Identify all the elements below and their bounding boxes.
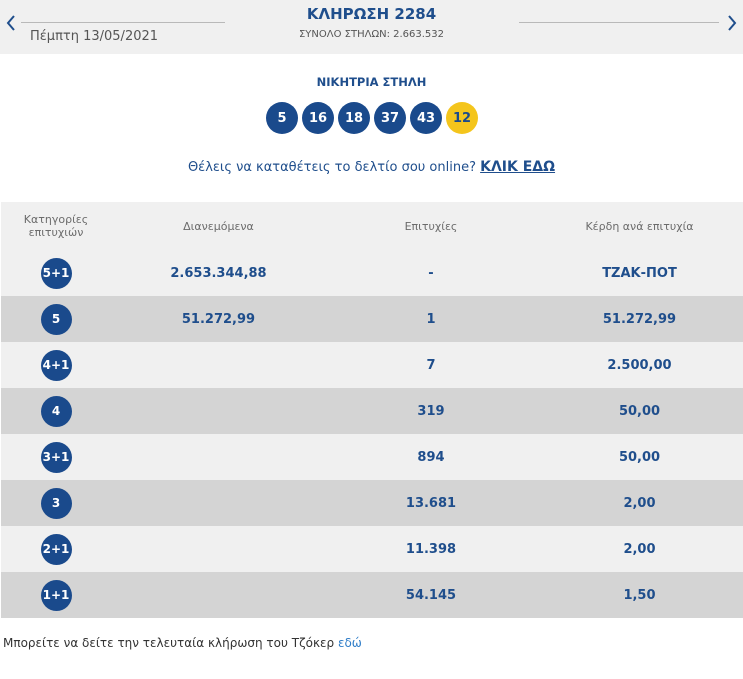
draw-date: Πέμπτη 13/05/2021 (30, 29, 159, 44)
category-cell: 1+1 (1, 572, 111, 618)
prize-cell: 1,50 (536, 572, 743, 618)
table-row: 3+1 894 50,00 (1, 434, 743, 480)
winners-cell: 7 (326, 342, 536, 388)
distributed-cell (111, 434, 326, 480)
column-header-distributed: Διανεμόμενα (111, 202, 326, 250)
winners-cell: - (326, 250, 536, 296)
table-row: 4 319 50,00 (1, 388, 743, 434)
header-categories-line2: επιτυχιών (28, 226, 84, 239)
last-joker-draw-link[interactable]: εδώ (337, 636, 362, 650)
category-badge: 5 (40, 303, 72, 335)
table-header-row: Κατηγορίες επιτυχιών Διανεμόμενα Επιτυχί… (1, 202, 743, 250)
draw-header: Πέμπτη 13/05/2021 ΚΛΗΡΩΣΗ 2284 ΣΥΝΟΛΟ ΣΤ… (0, 0, 743, 54)
draw-title: ΚΛΗΡΩΣΗ 2284 (306, 5, 437, 23)
category-badge: 4 (40, 395, 72, 427)
category-cell: 4 (1, 388, 111, 434)
winners-cell: 1 (326, 296, 536, 342)
number-ball: 16 (302, 102, 334, 134)
number-ball: 18 (338, 102, 370, 134)
winners-cell: 54.145 (326, 572, 536, 618)
category-badge: 3+1 (40, 441, 72, 473)
previous-draw-arrow[interactable] (3, 8, 19, 38)
click-here-link[interactable]: ΚΛΙΚ ΕΔΩ (480, 159, 556, 175)
prize-cell: 51.272,99 (536, 296, 743, 342)
prize-table: Κατηγορίες επιτυχιών Διανεμόμενα Επιτυχί… (1, 202, 743, 618)
winners-cell: 13.681 (326, 480, 536, 526)
winners-cell: 11.398 (326, 526, 536, 572)
distributed-cell (111, 342, 326, 388)
category-cell: 5+1 (1, 250, 111, 296)
prize-cell: 50,00 (536, 434, 743, 480)
prize-cell: 2,00 (536, 526, 743, 572)
category-cell: 5 (1, 296, 111, 342)
category-cell: 2+1 (1, 526, 111, 572)
number-ball: 5 (266, 102, 298, 134)
chevron-right-icon (728, 15, 737, 31)
distributed-cell (111, 572, 326, 618)
number-ball: 43 (410, 102, 442, 134)
winning-column-title: ΝΙΚΗΤΡΙΑ ΣΤΗΛΗ (316, 75, 427, 89)
category-cell: 3+1 (1, 434, 111, 480)
divider (21, 22, 225, 23)
winning-numbers: 5 16 18 37 43 12 (266, 102, 478, 134)
prize-cell: 50,00 (536, 388, 743, 434)
footer-text: Μπορείτε να δείτε την τελευταία κλήρωση … (3, 636, 335, 650)
distributed-cell: 2.653.344,88 (111, 250, 326, 296)
header-categories-line1: Κατηγορίες (23, 213, 89, 226)
column-header-winners: Επιτυχίες (326, 202, 536, 250)
next-draw-arrow[interactable] (724, 8, 740, 38)
table-row: 5 51.272,99 1 51.272,99 (1, 296, 743, 342)
divider (519, 22, 719, 23)
footer-note: Μπορείτε να δείτε την τελευταία κλήρωση … (3, 636, 362, 650)
category-cell: 3 (1, 480, 111, 526)
column-header-categories: Κατηγορίες επιτυχιών (1, 202, 111, 250)
distributed-cell: 51.272,99 (111, 296, 326, 342)
category-badge: 5+1 (40, 257, 72, 289)
online-ticket-text: Θέλεις να καταθέτεις το δελτίο σου onlin… (187, 160, 476, 175)
category-badge: 1+1 (40, 579, 72, 611)
number-ball: 37 (374, 102, 406, 134)
table-row: 1+1 54.145 1,50 (1, 572, 743, 618)
table-row: 2+1 11.398 2,00 (1, 526, 743, 572)
prize-cell: 2.500,00 (536, 342, 743, 388)
prize-cell: ΤΖΑΚ-ΠΟΤ (536, 250, 743, 296)
category-badge: 2+1 (40, 533, 72, 565)
total-columns: ΣΥΝΟΛΟ ΣΤΗΛΩΝ: 2.663.532 (298, 29, 445, 40)
distributed-cell (111, 480, 326, 526)
chevron-left-icon (6, 15, 15, 31)
table-row: 3 13.681 2,00 (1, 480, 743, 526)
distributed-cell (111, 526, 326, 572)
joker-ball: 12 (446, 102, 478, 134)
winners-cell: 894 (326, 434, 536, 480)
category-cell: 4+1 (1, 342, 111, 388)
prize-cell: 2,00 (536, 480, 743, 526)
winners-cell: 319 (326, 388, 536, 434)
column-header-prize: Κέρδη ανά επιτυχία (536, 202, 743, 250)
category-badge: 3 (40, 487, 72, 519)
table-row: 5+1 2.653.344,88 - ΤΖΑΚ-ΠΟΤ (1, 250, 743, 296)
table-row: 4+1 7 2.500,00 (1, 342, 743, 388)
distributed-cell (111, 388, 326, 434)
online-ticket-prompt: Θέλεις να καταθέτεις το δελτίο σου onlin… (0, 159, 743, 175)
category-badge: 4+1 (40, 349, 72, 381)
